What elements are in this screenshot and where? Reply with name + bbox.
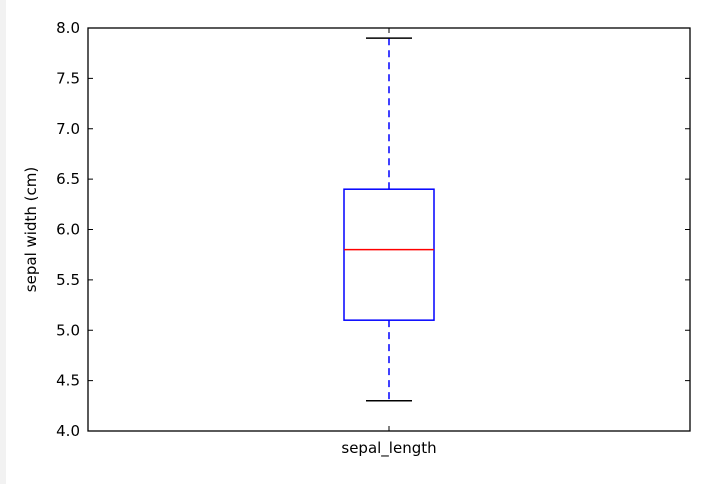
y-tick-label: 6.0: [56, 221, 80, 239]
boxes: [343, 37, 435, 402]
y-tick-label: 4.5: [56, 372, 80, 390]
iqr-box: [343, 188, 435, 321]
plot-area: 4.0 4.5 5.0 5.5 6.0 6.5 7.0 7.5 8.0 sepal_length: [56, 19, 691, 458]
y-axis-label: sepal width (cm): [22, 167, 40, 292]
box-sepal_length: [343, 37, 435, 402]
y-tick-label: 7.0: [56, 120, 80, 138]
y-tick-label: 8.0: [56, 19, 80, 37]
y-tick-label: 4.0: [56, 422, 80, 440]
y-tick-label: 5.0: [56, 321, 80, 339]
y-tick-label: 5.5: [56, 271, 80, 289]
x-axis-ticks: sepal_length: [341, 28, 437, 458]
window-edge: [0, 0, 6, 484]
y-axis-ticks: 4.0 4.5 5.0 5.5 6.0 6.5 7.0 7.5 8.0: [56, 19, 690, 440]
y-tick-label: 6.5: [56, 170, 80, 188]
x-tick-label: sepal_length: [341, 439, 436, 458]
y-tick-label: 7.5: [56, 69, 80, 87]
